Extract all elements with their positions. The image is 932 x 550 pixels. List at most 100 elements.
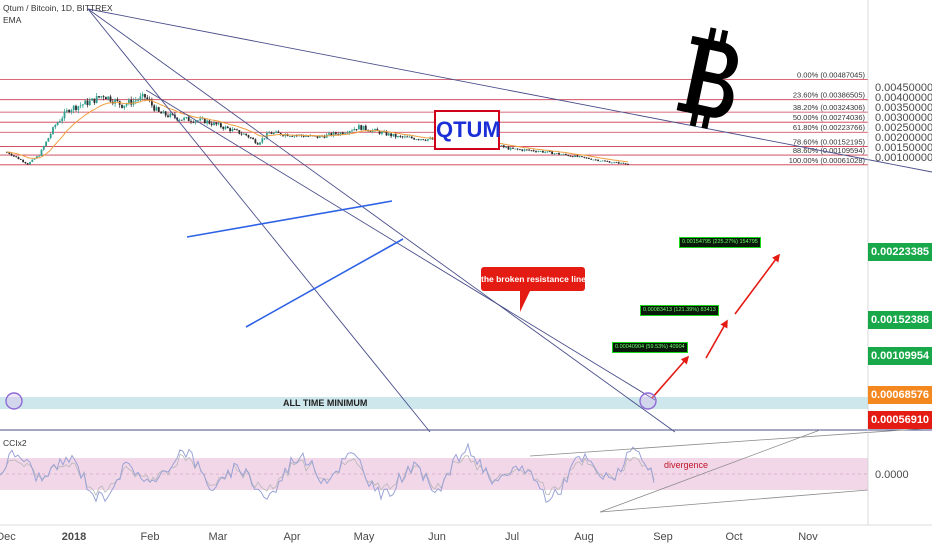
candle-body-94 bbox=[222, 127, 225, 129]
y-tick-label-4: 0.00250000 bbox=[875, 122, 932, 134]
candle-body-183 bbox=[427, 139, 429, 141]
candle-body-226 bbox=[525, 149, 528, 151]
candle-body-65 bbox=[155, 107, 158, 111]
candle-body-96 bbox=[226, 126, 229, 129]
candle-body-147 bbox=[344, 133, 346, 135]
target-box-3: 0.00154795 (225.27%) 154795 bbox=[679, 237, 761, 248]
candle-body-60 bbox=[144, 94, 146, 98]
candle-body-38 bbox=[93, 98, 96, 103]
candle-body-106 bbox=[249, 137, 252, 139]
candle-body-82 bbox=[194, 121, 197, 123]
channel-upper-line bbox=[186, 200, 393, 238]
candle-body-258 bbox=[599, 160, 602, 162]
candle-body-57 bbox=[137, 100, 139, 101]
candle-body-80 bbox=[190, 121, 192, 122]
candle-body-267 bbox=[620, 162, 622, 164]
candle-body-260 bbox=[604, 160, 606, 162]
channel-lower-line bbox=[245, 238, 404, 328]
candle-body-158 bbox=[369, 131, 372, 132]
candle-body-141 bbox=[330, 133, 333, 136]
candle-body-101 bbox=[238, 130, 241, 134]
fib-label-1: 23.60% (0.00386505) bbox=[793, 91, 866, 100]
candle-body-230 bbox=[535, 151, 537, 152]
candle-body-172 bbox=[401, 136, 404, 138]
candle-body-240 bbox=[558, 153, 560, 155]
candle-body-238 bbox=[553, 153, 556, 155]
candle-body-129 bbox=[302, 135, 305, 137]
candle-body-176 bbox=[410, 136, 413, 139]
candle-body-119 bbox=[279, 132, 282, 135]
candle-body-152 bbox=[355, 128, 358, 130]
candle-body-250 bbox=[581, 156, 583, 158]
candle-body-247 bbox=[574, 155, 576, 158]
candle-body-52 bbox=[125, 103, 128, 106]
candle-body-5 bbox=[17, 157, 20, 160]
candle-body-143 bbox=[335, 132, 337, 135]
candle-body-67 bbox=[160, 111, 162, 114]
candle-body-218 bbox=[507, 147, 510, 150]
candle-body-182 bbox=[424, 140, 427, 141]
candle-body-142 bbox=[332, 132, 335, 136]
candle-body-184 bbox=[429, 138, 432, 140]
cci-fast-line bbox=[0, 442, 655, 503]
candle-body-163 bbox=[381, 131, 383, 134]
candle-body-90 bbox=[213, 122, 215, 126]
candle-body-259 bbox=[601, 160, 604, 162]
ema-line bbox=[6, 99, 629, 163]
fib-label-5: 78.60% (0.00152195) bbox=[793, 138, 866, 147]
broken-resistance-callout: the broken resistance line bbox=[481, 267, 586, 291]
candle-body-120 bbox=[282, 134, 284, 136]
candle-body-146 bbox=[341, 132, 344, 135]
fib-label-4: 61.80% (0.00223766) bbox=[793, 123, 866, 132]
candle-body-155 bbox=[362, 125, 365, 130]
candle-body-31 bbox=[77, 106, 80, 110]
forecast-arrow-2 bbox=[734, 253, 780, 315]
bitcoin-logo-bar-1 bbox=[707, 27, 717, 43]
candle-body-150 bbox=[351, 130, 353, 132]
bitcoin-logo-icon bbox=[676, 27, 738, 129]
trend-line-3 bbox=[145, 89, 656, 401]
forecast-arrow-1 bbox=[705, 319, 728, 359]
trend-line-0 bbox=[87, 8, 932, 173]
candle-body-93 bbox=[220, 123, 222, 128]
candle-body-233 bbox=[542, 151, 544, 153]
candle-body-236 bbox=[548, 151, 551, 153]
minimum-circle-right bbox=[639, 392, 657, 410]
candle-body-21 bbox=[54, 125, 57, 128]
candle-body-44 bbox=[107, 96, 110, 100]
candle-body-68 bbox=[162, 111, 165, 114]
candle-body-85 bbox=[201, 118, 204, 120]
candle-body-165 bbox=[385, 131, 388, 136]
x-tick-label-2: Feb bbox=[141, 531, 160, 543]
candle-body-24 bbox=[61, 118, 64, 122]
candle-body-241 bbox=[560, 154, 563, 156]
candle-body-109 bbox=[256, 143, 259, 145]
candle-body-171 bbox=[399, 136, 402, 137]
bitcoin-logo-b bbox=[676, 35, 738, 118]
candle-body-26 bbox=[65, 110, 68, 112]
candle-body-102 bbox=[240, 133, 243, 135]
candle-body-265 bbox=[615, 162, 618, 163]
candle-body-71 bbox=[169, 113, 172, 117]
cci-divergence-wedge bbox=[599, 429, 821, 513]
candle-body-103 bbox=[243, 133, 245, 135]
candle-body-77 bbox=[183, 117, 185, 120]
candle-body-173 bbox=[404, 136, 406, 138]
bitcoin-logo-bar-2 bbox=[719, 29, 729, 45]
candle-body-231 bbox=[537, 151, 540, 153]
candle-body-84 bbox=[199, 118, 202, 121]
cci-divergence-upper bbox=[529, 427, 932, 457]
all-time-minimum-band bbox=[0, 397, 868, 409]
candle-body-222 bbox=[516, 148, 519, 150]
candle-body-63 bbox=[151, 100, 153, 106]
candle-body-58 bbox=[139, 96, 142, 101]
candle-body-124 bbox=[291, 136, 294, 137]
candle-body-29 bbox=[72, 105, 75, 111]
target-box-1: 0.00040904 (59.53%) 40904 bbox=[612, 342, 688, 353]
candle-body-87 bbox=[206, 120, 208, 124]
candle-body-99 bbox=[233, 129, 236, 130]
candle-body-81 bbox=[192, 121, 195, 123]
candle-body-14 bbox=[38, 155, 41, 157]
candle-body-257 bbox=[597, 159, 599, 161]
